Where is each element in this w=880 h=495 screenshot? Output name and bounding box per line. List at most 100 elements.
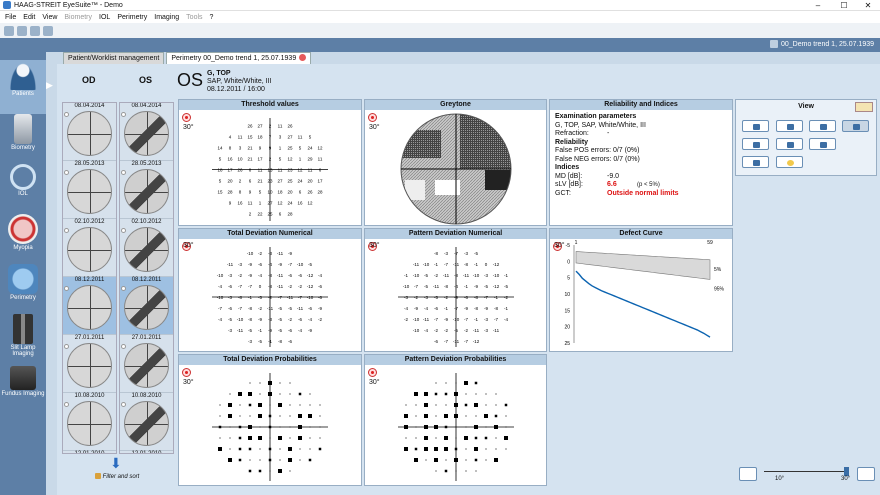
exam-thumbnail[interactable]: 10.08.2010: [63, 393, 116, 451]
menu-item-perimetry[interactable]: Perimetry: [117, 13, 148, 21]
grid-value: -8: [464, 262, 468, 267]
grid-value: -9: [268, 328, 272, 333]
view-title: View: [798, 103, 814, 110]
menu-item-imaging[interactable]: Imaging: [154, 13, 180, 21]
nav-expand-arrow-icon[interactable]: ▶: [46, 80, 53, 90]
toolbar-edit-icon[interactable]: [4, 25, 14, 36]
record-icon[interactable]: [182, 113, 191, 122]
grid-value: -3: [228, 328, 232, 333]
probability-symbol: [424, 403, 428, 407]
exam-thumbnail[interactable]: 10.08.2010: [120, 393, 173, 451]
toolbar-save-icon[interactable]: [17, 25, 27, 36]
grid-value: -1: [474, 262, 478, 267]
tab-perimetry[interactable]: Perimetry 00_Demo trend 1, 25.07.1939: [166, 52, 312, 64]
select-checkbox[interactable]: [64, 170, 69, 175]
view-button-5[interactable]: [742, 138, 769, 150]
select-checkbox[interactable]: [64, 112, 69, 117]
view-button-7[interactable]: [809, 138, 836, 150]
select-checkbox[interactable]: [64, 228, 69, 233]
nav-item-myopia[interactable]: Myopia: [0, 214, 46, 264]
exam-date: 27.01.2011: [131, 335, 162, 341]
record-icon[interactable]: [368, 113, 377, 122]
exam-thumbnail[interactable]: 08.12.2011: [120, 277, 173, 335]
degree-label: 30°: [369, 379, 380, 386]
exam-thumbnail[interactable]: 27.01.2011: [120, 335, 173, 393]
menu-item-iol[interactable]: IOL: [99, 13, 111, 21]
select-checkbox[interactable]: [64, 286, 69, 291]
exam-thumbnail[interactable]: 27.01.2011: [63, 335, 116, 393]
scroll-down-arrow-icon[interactable]: ⬇: [110, 455, 122, 471]
toolbar-print-icon[interactable]: [30, 25, 40, 36]
close-tab-icon[interactable]: [299, 54, 307, 61]
select-checkbox[interactable]: [64, 344, 69, 349]
probability-symbol: [415, 437, 417, 439]
exam-thumbnail[interactable]: 02.10.2012: [120, 219, 173, 277]
view-button-8[interactable]: [742, 156, 769, 168]
exam-thumbnail[interactable]: 08.12.2011: [63, 277, 116, 335]
zoom-out-button[interactable]: [857, 467, 875, 481]
probability-symbol: [319, 437, 321, 439]
grid-value: 21: [257, 179, 263, 184]
menu-item-file[interactable]: File: [5, 13, 17, 21]
exam-thumbnail[interactable]: 02.10.2012: [63, 219, 116, 277]
view-button-3[interactable]: [809, 120, 836, 132]
exam-thumbnail[interactable]: 28.05.2013: [120, 161, 173, 219]
menu-item-edit[interactable]: Edit: [23, 13, 36, 21]
grid-value: -8: [454, 273, 458, 278]
exam-thumbnail[interactable]: 08.04.2014: [120, 103, 173, 161]
nav-item-fundus[interactable]: Fundus Imaging: [0, 366, 46, 418]
select-checkbox[interactable]: [121, 228, 126, 233]
select-checkbox[interactable]: [121, 170, 126, 175]
nav-item-iol[interactable]: IOL: [0, 164, 46, 212]
menu-item-view[interactable]: View: [42, 13, 58, 21]
tab-worklist[interactable]: Patient/Worklist management: [63, 52, 165, 64]
record-icon[interactable]: [368, 242, 377, 251]
view-button-1[interactable]: [742, 120, 769, 132]
probability-symbol: [465, 459, 467, 461]
os-exam-list[interactable]: 08.04.2014 28.05.2013 02.10.2012 08.12.2011…: [119, 102, 174, 454]
nav-item-slit-lamp[interactable]: Slit Lamp Imaging: [0, 314, 46, 366]
select-checkbox[interactable]: [121, 402, 126, 407]
exam-thumbnail[interactable]: 08.04.2014: [63, 103, 116, 161]
exam-thumbnail[interactable]: 12.01.2010: [63, 451, 116, 453]
maximize-button[interactable]: ☐: [840, 1, 848, 10]
view-button-4[interactable]: [842, 120, 869, 132]
select-checkbox[interactable]: [121, 344, 126, 349]
grid-value: -9: [258, 317, 262, 322]
view-button-6[interactable]: [776, 138, 803, 150]
toolbar-delete-icon[interactable]: [43, 25, 53, 36]
exam-thumbnail[interactable]: 12.01.2010: [120, 451, 173, 453]
od-exam-list[interactable]: 08.04.2014 28.05.2013 02.10.2012 08.12.2011…: [62, 102, 117, 454]
grid-value: -2: [434, 273, 438, 278]
select-checkbox[interactable]: [64, 402, 69, 407]
zoom-slider-thumb[interactable]: [844, 467, 849, 476]
view-button-2[interactable]: [776, 120, 803, 132]
zoom-in-button[interactable]: [739, 467, 757, 481]
filter-and-sort-button[interactable]: Filter and sort: [95, 473, 139, 480]
probability-symbol: [238, 392, 242, 396]
record-icon[interactable]: [368, 368, 377, 377]
select-checkbox[interactable]: [121, 112, 126, 117]
menu-item-[interactable]: ?: [209, 13, 214, 21]
nav-item-perimetry[interactable]: Perimetry: [0, 264, 46, 314]
view-settings-icon[interactable]: [855, 102, 873, 112]
zoom-slider-track[interactable]: [764, 471, 849, 472]
probability-symbol: [455, 437, 457, 439]
record-icon[interactable]: [182, 368, 191, 377]
probability-symbol: [424, 392, 428, 396]
y-tick-label: 5: [567, 276, 570, 282]
grid-value: -3: [484, 317, 488, 322]
record-icon[interactable]: [553, 242, 562, 251]
exam-thumbnail[interactable]: 28.05.2013: [63, 161, 116, 219]
grid-value: -5: [474, 251, 478, 256]
grid-value: -7: [434, 317, 438, 322]
close-window-button[interactable]: ✕: [864, 1, 872, 10]
view-button-9[interactable]: [776, 156, 803, 168]
grid-value: -3: [228, 273, 232, 278]
minimize-button[interactable]: –: [815, 1, 821, 10]
record-icon[interactable]: [182, 242, 191, 251]
select-checkbox[interactable]: [121, 286, 126, 291]
nav-item-patients[interactable]: Patients: [0, 60, 46, 114]
nav-item-biometry[interactable]: Biometry: [0, 114, 46, 164]
title-bar: HAAG-STREIT EyeSuite™ - Demo – ☐ ✕: [0, 0, 880, 11]
